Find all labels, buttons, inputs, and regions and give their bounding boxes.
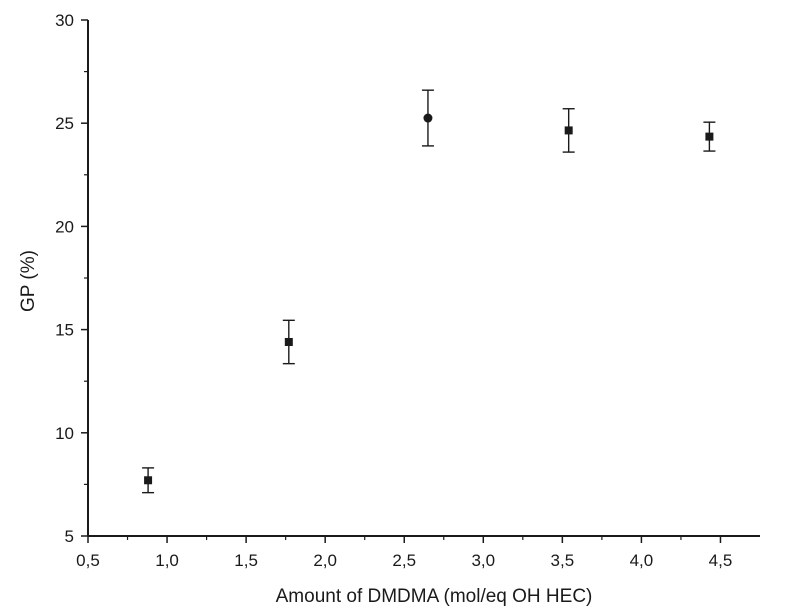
y-tick-label: 25 [55,114,74,133]
x-tick-label: 2,0 [313,551,337,570]
x-tick-label: 1,5 [234,551,258,570]
x-tick-label: 2,5 [392,551,416,570]
y-axis-title: GP (%) [18,250,39,312]
x-tick-label: 4,5 [709,551,733,570]
y-tick-label: 20 [55,217,74,236]
x-tick-label: 3,5 [551,551,575,570]
x-axis-title: Amount of DMDMA (mol/eq OH HEC) [276,586,593,607]
y-tick-label: 30 [55,11,74,30]
y-tick-label: 10 [55,424,74,443]
axes: 0,5 1,0 1,5 2,0 2,5 3,0 3,5 4,0 4,5 5 10 15 20 25 30 [55,11,760,570]
x-tick-label: 4,0 [630,551,654,570]
x-tick-label: 0,5 [76,551,100,570]
data-marks [142,89,716,494]
data-point [284,337,293,346]
x-tick-label: 1,0 [155,551,179,570]
y-tick-label: 5 [65,527,74,546]
data-point [144,476,153,485]
data-point [564,126,573,135]
y-tick-label: 15 [55,321,74,340]
data-point [423,113,433,123]
data-point [705,132,714,141]
x-tick-label: 3,0 [471,551,495,570]
